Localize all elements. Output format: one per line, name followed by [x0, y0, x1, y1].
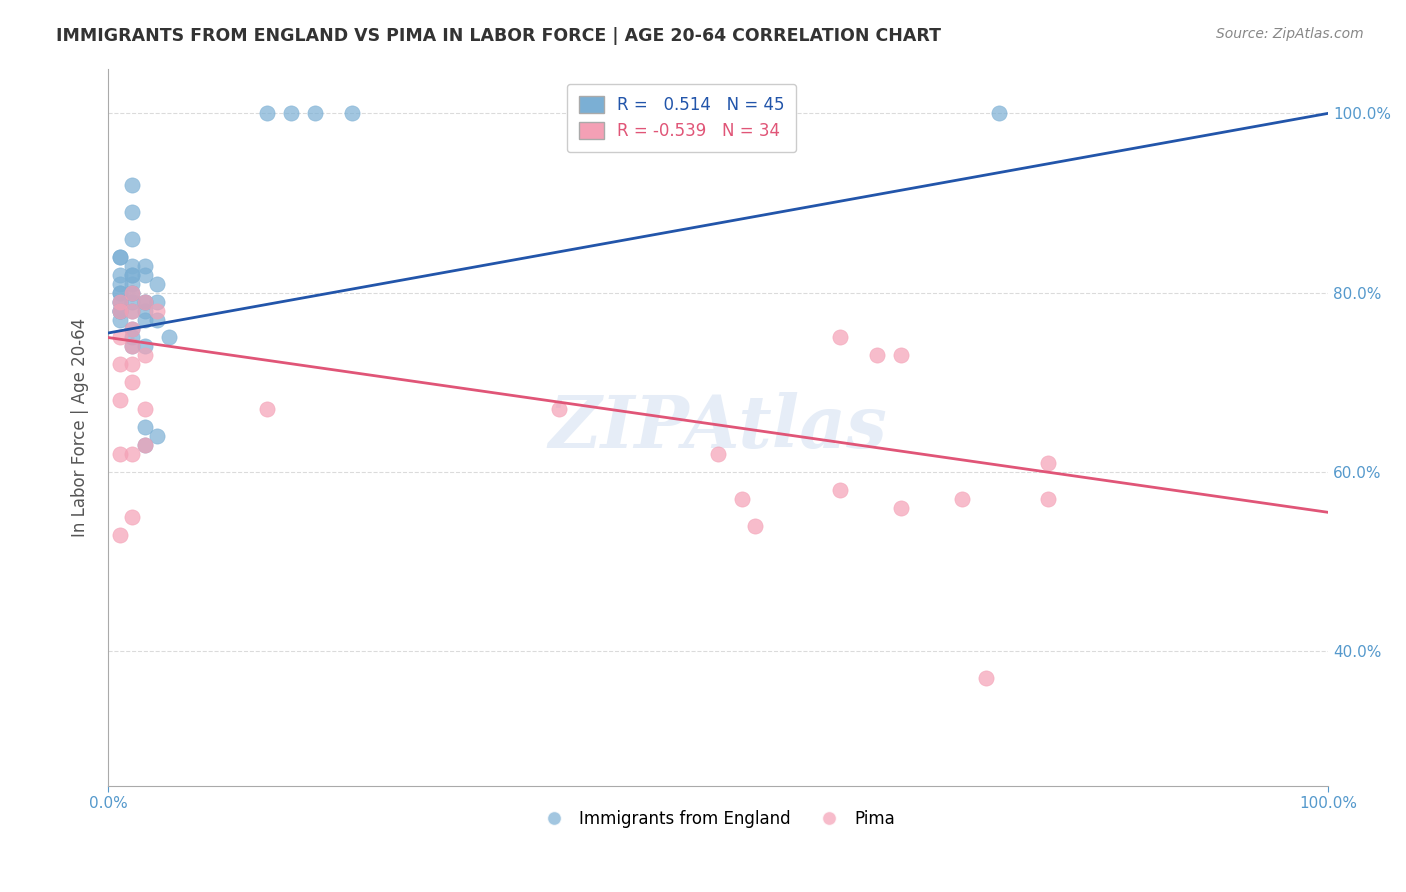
- Point: [121, 285, 143, 300]
- Point: [1036, 456, 1059, 470]
- Point: [108, 393, 131, 408]
- Text: ZIPAtlas: ZIPAtlas: [548, 392, 887, 463]
- Point: [340, 106, 363, 120]
- Point: [108, 303, 131, 318]
- Point: [121, 447, 143, 461]
- Point: [121, 205, 143, 219]
- Point: [108, 447, 131, 461]
- Text: Source: ZipAtlas.com: Source: ZipAtlas.com: [1216, 27, 1364, 41]
- Point: [121, 294, 143, 309]
- Point: [121, 330, 143, 344]
- Point: [121, 303, 143, 318]
- Point: [108, 294, 131, 309]
- Point: [121, 232, 143, 246]
- Point: [134, 259, 156, 273]
- Point: [304, 106, 326, 120]
- Point: [121, 259, 143, 273]
- Point: [121, 303, 143, 318]
- Point: [121, 178, 143, 192]
- Text: IMMIGRANTS FROM ENGLAND VS PIMA IN LABOR FORCE | AGE 20-64 CORRELATION CHART: IMMIGRANTS FROM ENGLAND VS PIMA IN LABOR…: [56, 27, 941, 45]
- Y-axis label: In Labor Force | Age 20-64: In Labor Force | Age 20-64: [72, 318, 89, 537]
- Point: [890, 500, 912, 515]
- Point: [828, 330, 851, 344]
- Point: [108, 312, 131, 326]
- Point: [134, 312, 156, 326]
- Point: [950, 491, 973, 506]
- Point: [121, 277, 143, 291]
- Point: [121, 321, 143, 335]
- Point: [108, 303, 131, 318]
- Point: [108, 277, 131, 291]
- Point: [108, 285, 131, 300]
- Point: [108, 250, 131, 264]
- Point: [108, 330, 131, 344]
- Point: [121, 285, 143, 300]
- Point: [134, 294, 156, 309]
- Point: [256, 402, 278, 417]
- Point: [121, 285, 143, 300]
- Point: [121, 268, 143, 282]
- Point: [108, 294, 131, 309]
- Point: [121, 358, 143, 372]
- Point: [108, 285, 131, 300]
- Point: [121, 376, 143, 390]
- Point: [108, 268, 131, 282]
- Point: [1036, 491, 1059, 506]
- Point: [707, 447, 730, 461]
- Point: [134, 438, 156, 452]
- Point: [890, 348, 912, 362]
- Point: [280, 106, 302, 120]
- Point: [108, 527, 131, 541]
- Point: [134, 420, 156, 434]
- Point: [134, 294, 156, 309]
- Point: [866, 348, 889, 362]
- Point: [146, 277, 169, 291]
- Point: [548, 402, 571, 417]
- Point: [146, 303, 169, 318]
- Point: [108, 358, 131, 372]
- Point: [121, 509, 143, 524]
- Point: [987, 106, 1010, 120]
- Point: [157, 330, 180, 344]
- Point: [731, 491, 754, 506]
- Point: [146, 294, 169, 309]
- Point: [134, 294, 156, 309]
- Point: [134, 438, 156, 452]
- Point: [134, 402, 156, 417]
- Point: [256, 106, 278, 120]
- Point: [134, 339, 156, 353]
- Point: [108, 303, 131, 318]
- Point: [744, 518, 766, 533]
- Point: [121, 321, 143, 335]
- Point: [134, 268, 156, 282]
- Point: [134, 348, 156, 362]
- Point: [121, 339, 143, 353]
- Point: [108, 303, 131, 318]
- Point: [134, 303, 156, 318]
- Point: [828, 483, 851, 497]
- Point: [976, 671, 998, 685]
- Point: [108, 250, 131, 264]
- Point: [146, 429, 169, 443]
- Point: [121, 268, 143, 282]
- Point: [146, 312, 169, 326]
- Point: [121, 339, 143, 353]
- Legend: Immigrants from England, Pima: Immigrants from England, Pima: [534, 804, 901, 835]
- Point: [108, 294, 131, 309]
